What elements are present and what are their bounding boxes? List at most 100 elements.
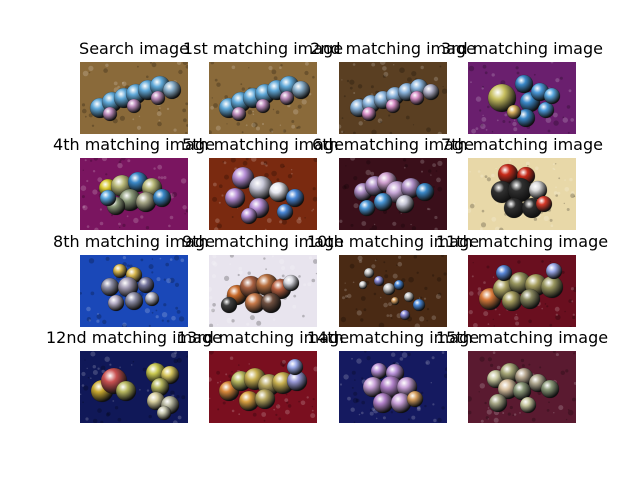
texture-speck [283,165,285,168]
texture-speck [174,282,180,287]
texture-speck [533,217,538,221]
texture-speck [353,92,356,94]
texture-speck [513,127,518,132]
texture-speck [281,219,287,225]
texture-speck [251,122,256,128]
texture-speck [122,322,127,327]
texture-speck [475,96,482,102]
texture-speck [158,109,160,112]
texture-speck [229,263,232,265]
texture-speck [487,407,490,409]
texture-speck [564,179,566,181]
texture-speck [151,258,154,260]
texture-speck [358,413,361,416]
texture-speck [432,403,435,406]
texture-speck [265,164,268,167]
texture-speck [358,259,363,263]
molecule-thumbnail [468,255,576,327]
texture-speck [273,76,278,80]
texture-speck [159,107,161,109]
texture-speck [163,278,166,281]
texture-speck [492,351,496,354]
texture-speck [96,319,100,323]
texture-speck [213,182,217,187]
molecule-thumbnail [209,351,317,423]
texture-speck [436,177,441,183]
texture-speck [411,415,416,420]
texture-speck [496,202,499,205]
texture-speck [555,314,561,320]
texture-speck [176,357,182,363]
texture-speck [105,63,109,67]
texture-speck [433,418,437,423]
texture-speck [177,415,182,420]
texture-speck [353,421,356,423]
texture-speck [97,177,103,183]
texture-speck [92,418,98,423]
texture-speck [212,255,217,259]
texture-speck [426,362,428,364]
texture-speck [565,418,568,421]
texture-speck [230,158,236,163]
texture-speck [441,88,447,94]
texture-speck [169,215,174,220]
texture-speck [86,225,90,228]
texture-speck [217,381,219,384]
texture-speck [82,205,88,211]
texture-speck [437,186,443,192]
texture-speck [477,287,482,291]
texture-speck [226,317,233,324]
texture-speck [81,195,85,199]
texture-speck [248,67,250,69]
texture-speck [174,255,180,261]
texture-speck [397,261,403,267]
texture-speck [82,205,86,209]
result-panel: 5th matching image [182,137,344,230]
texture-speck [275,413,278,416]
texture-speck [410,223,412,226]
molecule-render [468,351,576,423]
texture-speck [151,311,154,314]
texture-speck [400,223,405,228]
texture-speck [297,104,302,109]
molecule-atom [260,292,282,314]
texture-speck [572,286,576,293]
texture-speck [312,208,315,211]
molecule-atom [99,189,117,207]
texture-speck [370,85,374,89]
texture-speck [353,176,358,181]
texture-speck [252,122,258,128]
texture-speck [549,218,553,222]
texture-speck [356,310,362,316]
texture-speck [261,412,267,417]
molecule-atom [412,298,426,312]
texture-speck [404,164,408,168]
texture-speck [421,170,423,173]
texture-speck [173,128,177,132]
texture-speck [426,308,430,311]
texture-speck [88,258,95,264]
texture-speck [371,129,377,134]
texture-speck [84,159,87,162]
texture-speck [279,220,283,224]
molecule-render [339,158,447,230]
texture-speck [407,77,412,82]
texture-speck [231,216,234,218]
texture-speck [508,120,511,124]
texture-speck [92,370,98,375]
texture-speck [498,313,501,316]
texture-speck [350,407,355,412]
texture-speck [392,221,397,226]
texture-speck [163,176,167,180]
texture-speck [81,371,86,377]
texture-speck [238,413,241,416]
texture-speck [304,217,306,219]
texture-speck [570,191,575,195]
texture-speck [89,159,93,162]
texture-speck [174,351,178,355]
texture-speck [468,208,472,213]
molecule-atom [100,277,120,297]
texture-speck [157,164,163,170]
texture-speck [133,217,139,224]
texture-speck [371,407,375,411]
